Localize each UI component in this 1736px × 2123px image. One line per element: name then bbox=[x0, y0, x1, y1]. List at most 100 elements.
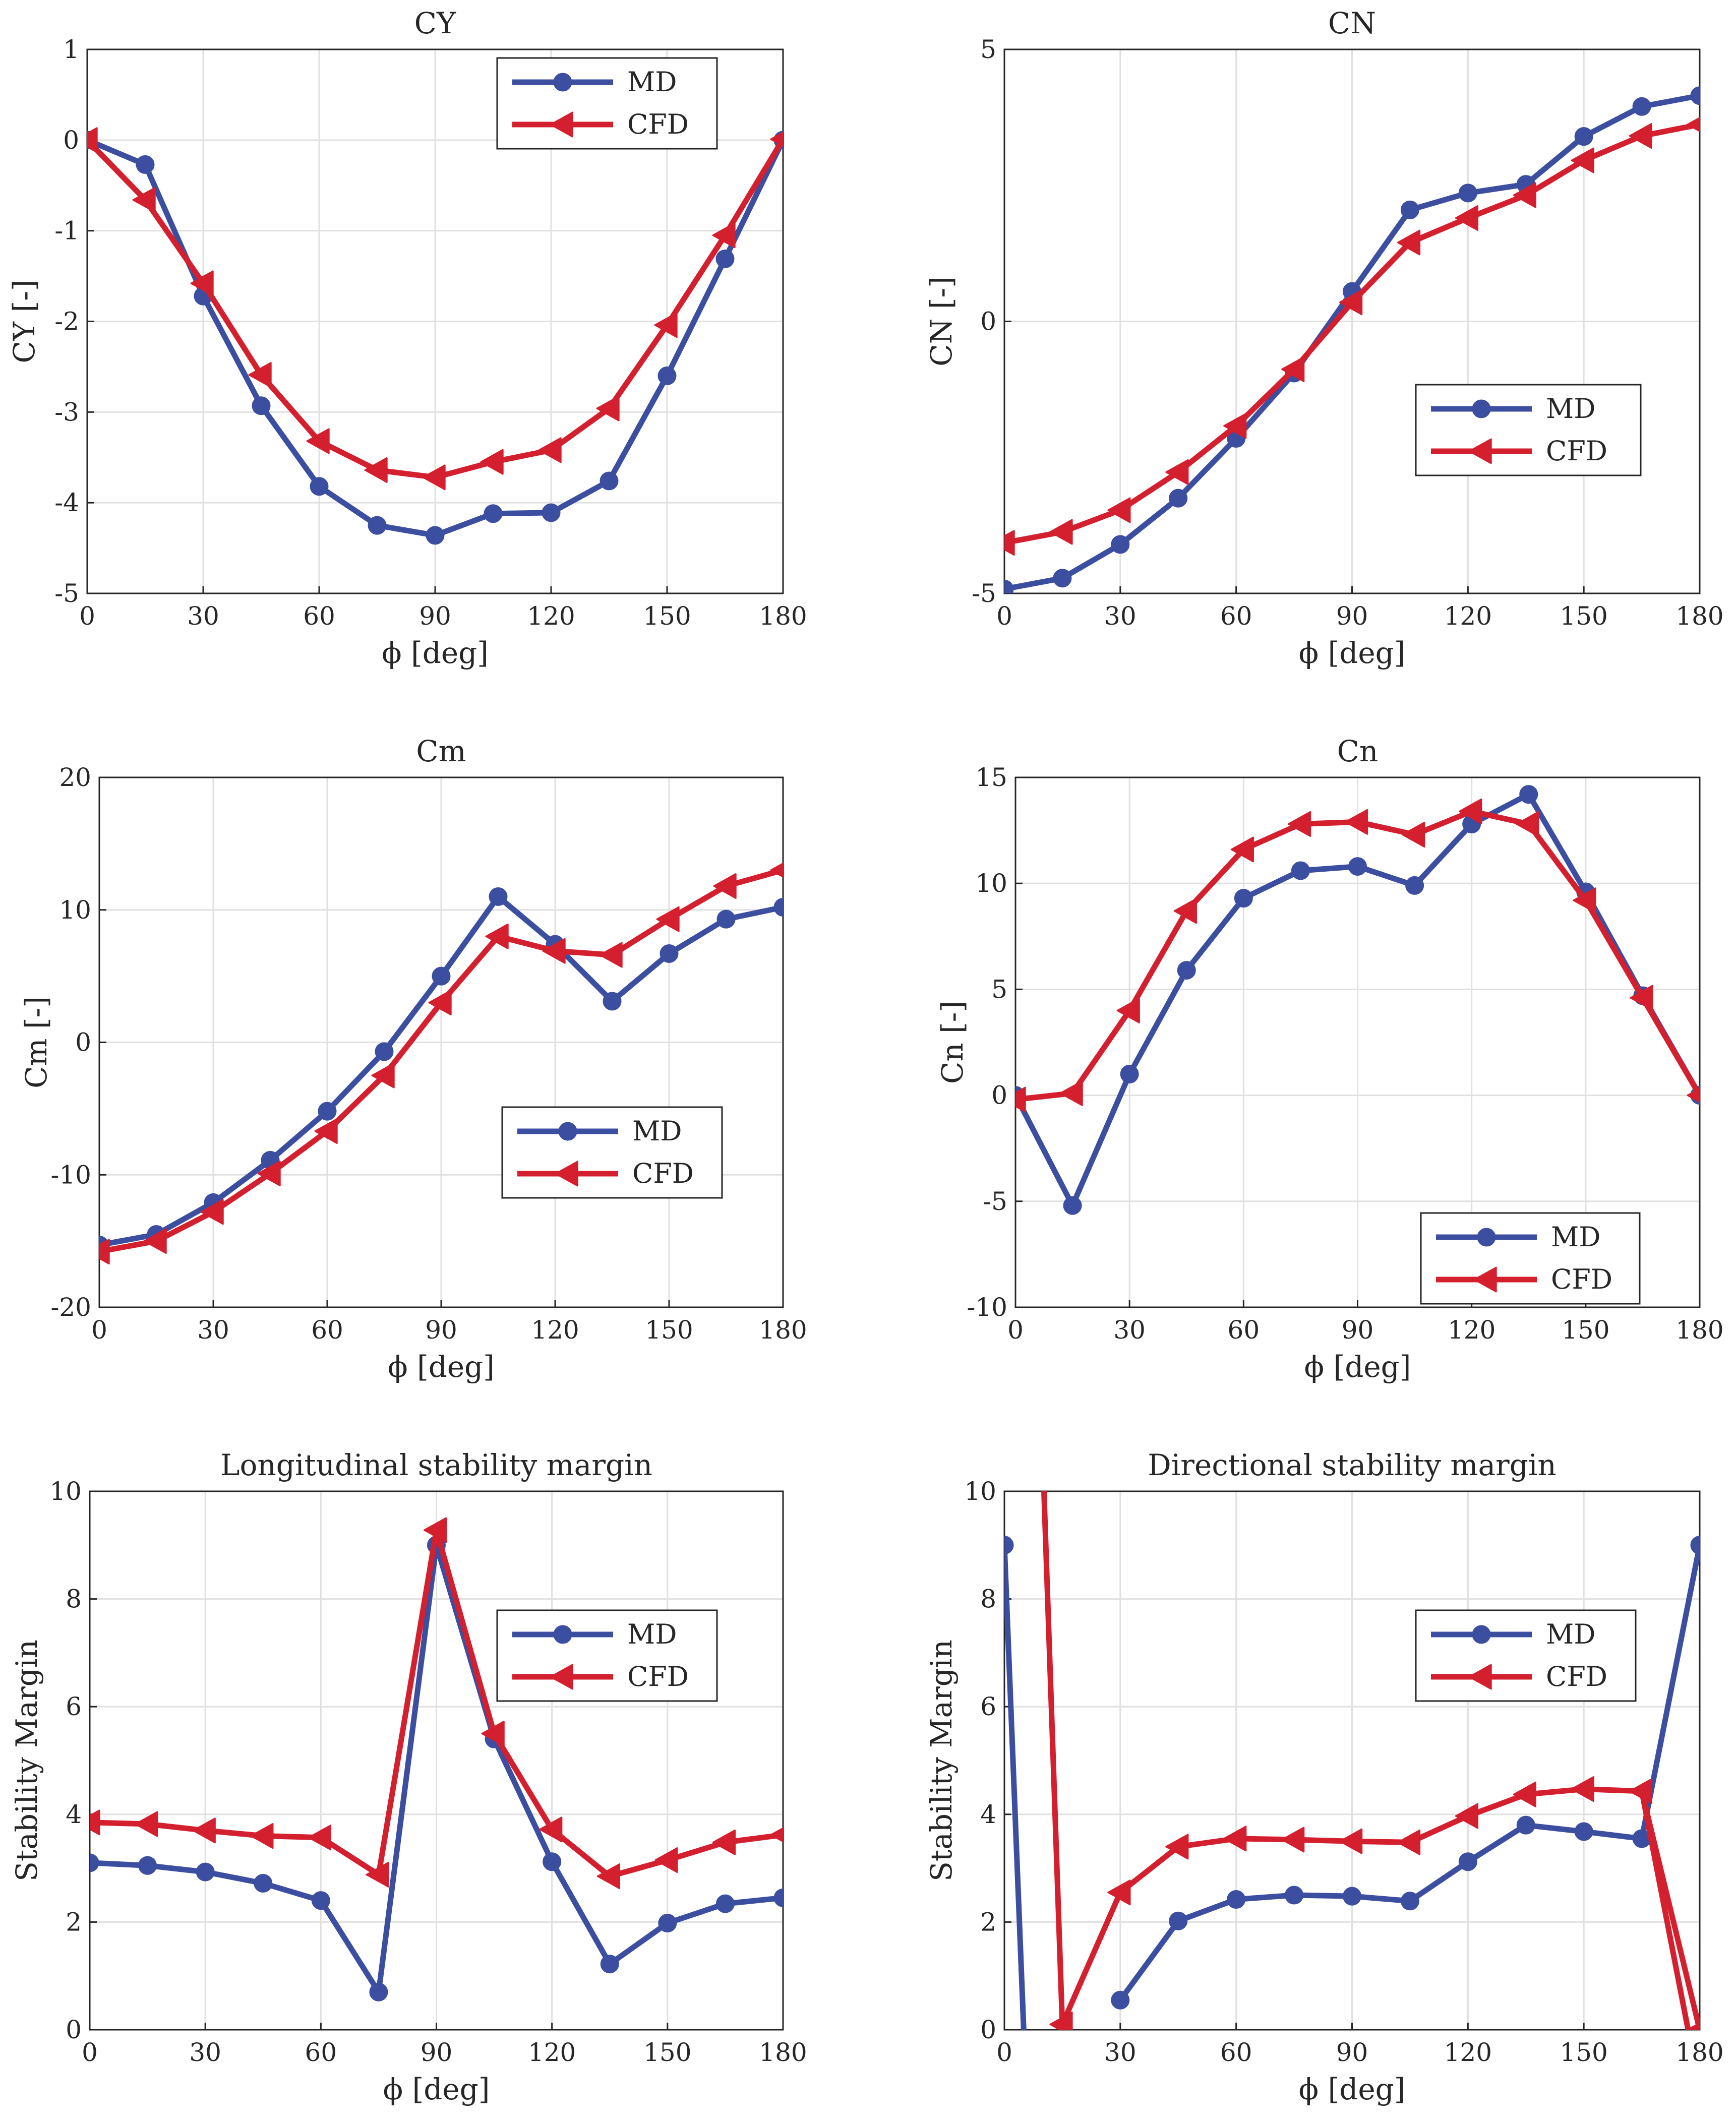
y-tick-label: -5 bbox=[54, 579, 79, 608]
x-tick-label: 180 bbox=[759, 2038, 807, 2067]
series-line-cfd bbox=[1059, 1786, 1700, 2030]
data-point-cfd bbox=[200, 1199, 224, 1225]
y-tick-label: -5 bbox=[972, 579, 996, 608]
data-point-cfd bbox=[1571, 1776, 1594, 1802]
data-point-cfd bbox=[481, 1721, 505, 1747]
data-point-cfd bbox=[1455, 1803, 1479, 1829]
x-axis-label: ϕ [deg] bbox=[382, 636, 489, 670]
x-tick-label: 30 bbox=[189, 2038, 221, 2067]
data-point-cfd bbox=[314, 1118, 338, 1144]
data-point-cfd bbox=[1687, 2022, 1700, 2030]
data-point-cfd bbox=[1402, 822, 1425, 848]
data-point-md bbox=[426, 526, 445, 545]
legend-marker-cfd bbox=[1468, 438, 1492, 464]
data-point-cfd bbox=[656, 906, 680, 932]
data-point-cfd bbox=[192, 1817, 216, 1844]
data-point-md bbox=[1285, 1886, 1304, 1905]
legend-marker-md bbox=[558, 1122, 577, 1141]
y-tick-label: 5 bbox=[991, 975, 1007, 1004]
data-point-md bbox=[715, 1894, 735, 1913]
x-tick-label: 0 bbox=[996, 2038, 1012, 2067]
y-tick-label: -10 bbox=[967, 1293, 1007, 1322]
legend-box bbox=[496, 57, 718, 150]
y-tick-label: 0 bbox=[75, 1028, 91, 1057]
data-point-md bbox=[1053, 569, 1072, 588]
y-tick-label: -20 bbox=[50, 1293, 91, 1322]
data-point-cfd bbox=[190, 270, 214, 296]
data-point-md bbox=[1348, 857, 1367, 876]
data-point-md bbox=[1177, 961, 1196, 980]
data-point-md bbox=[311, 1891, 330, 1910]
y-tick-label: 6 bbox=[66, 1692, 82, 1721]
y-axis-label: Cm [-] bbox=[19, 996, 53, 1088]
legend-label-md: MD bbox=[1546, 393, 1596, 424]
y-tick-label: -3 bbox=[54, 397, 79, 427]
data-point-md bbox=[90, 1853, 99, 1872]
data-point-cfd bbox=[542, 938, 566, 964]
data-point-md bbox=[1519, 785, 1538, 804]
x-tick-label: 180 bbox=[759, 1315, 807, 1345]
data-area bbox=[90, 1517, 783, 2001]
data-point-cfd bbox=[538, 437, 562, 463]
x-tick-label: 60 bbox=[1220, 2038, 1252, 2067]
legend-label-cfd: CFD bbox=[1546, 1661, 1607, 1692]
data-point-md bbox=[252, 396, 271, 415]
data-area bbox=[1004, 1491, 1700, 2030]
data-point-cfd bbox=[1629, 123, 1652, 149]
legend-label-cfd: CFD bbox=[632, 1158, 694, 1189]
legend-label-md: MD bbox=[627, 66, 677, 98]
data-point-cfd bbox=[1630, 985, 1653, 1011]
data-point-cfd bbox=[596, 1863, 620, 1890]
x-tick-label: 0 bbox=[82, 2038, 98, 2067]
data-point-md bbox=[254, 1874, 273, 1893]
data-point-md bbox=[1458, 1852, 1477, 1871]
data-point-md bbox=[1400, 1892, 1419, 1911]
data-point-cfd bbox=[654, 312, 678, 338]
y-tick-label: 10 bbox=[964, 1477, 996, 1506]
y-tick-label: -2 bbox=[54, 307, 79, 336]
data-point-cfd bbox=[1223, 1826, 1247, 1852]
data-point-md bbox=[1291, 861, 1310, 880]
data-point-md bbox=[542, 503, 561, 522]
x-tick-label: 120 bbox=[1448, 1315, 1495, 1345]
legend-marker-cfd bbox=[550, 111, 573, 138]
legend-label-cfd: CFD bbox=[1546, 435, 1607, 467]
chart-longitudinal-stability-margin: 0 30 60 90 120 150 180 10 8 6 4 2 0 Longitudinal stab… bbox=[10, 1448, 807, 2106]
data-point-cfd bbox=[1165, 1834, 1189, 1860]
x-tick-label: 120 bbox=[528, 2038, 576, 2067]
data-point-cfd bbox=[364, 457, 388, 483]
x-tick-label: 120 bbox=[531, 1315, 579, 1345]
x-tick-label: 90 bbox=[419, 601, 451, 631]
data-point-cfd bbox=[90, 1809, 100, 1836]
data-point-cfd bbox=[596, 395, 620, 421]
legend-label-md: MD bbox=[1551, 1221, 1601, 1253]
data-point-md bbox=[1574, 1822, 1593, 1841]
data-point-cfd bbox=[257, 1161, 281, 1187]
legend: MD CFD bbox=[496, 1609, 718, 1702]
data-point-cfd bbox=[654, 1847, 678, 1873]
chart-title: Cm bbox=[416, 734, 466, 768]
x-tick-label: 120 bbox=[1444, 2038, 1492, 2067]
y-tick-label: 8 bbox=[980, 1585, 996, 1614]
data-point-cfd bbox=[135, 1811, 158, 1837]
grid bbox=[98, 776, 784, 1308]
data-point-cfd bbox=[1339, 1828, 1363, 1854]
data-point-cfd bbox=[1230, 836, 1254, 863]
data-point-md bbox=[375, 1042, 394, 1061]
data-point-md bbox=[1690, 1536, 1700, 1555]
data-point-cfd bbox=[1687, 116, 1700, 132]
data-point-md bbox=[310, 477, 329, 496]
y-tick-label: 0 bbox=[66, 2015, 82, 2044]
data-point-md bbox=[1400, 200, 1419, 219]
data-point-cfd bbox=[1516, 811, 1539, 837]
x-tick-label: 150 bbox=[643, 2038, 691, 2067]
x-tick-label: 60 bbox=[1220, 601, 1252, 631]
legend: MD CFD bbox=[501, 1106, 723, 1199]
data-point-cfd bbox=[306, 428, 330, 454]
legend-box bbox=[1420, 1212, 1641, 1305]
grid bbox=[1003, 1490, 1701, 2031]
data-point-md bbox=[773, 1888, 783, 1907]
data-point-cfd bbox=[1281, 1827, 1305, 1853]
data-point-md bbox=[136, 155, 155, 174]
